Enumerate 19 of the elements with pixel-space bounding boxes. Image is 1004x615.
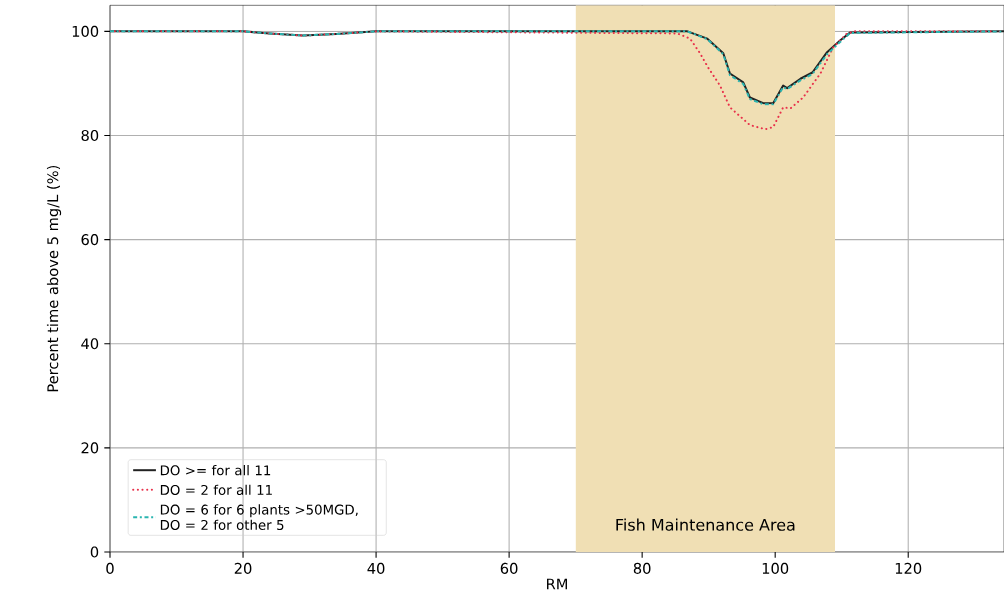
y-tick-label: 40	[81, 338, 99, 350]
x-tick-label: 80	[633, 563, 651, 575]
x-axis-title: RM	[547, 578, 567, 590]
band-label: Fish Maintenance Area	[616, 518, 795, 532]
y-tick-label: 20	[81, 442, 99, 454]
legend-label: DO = 2 for all 11	[160, 484, 272, 496]
x-tick-label: 100	[762, 563, 789, 575]
x-tick-label: 60	[500, 563, 518, 575]
y-axis-title: Percent time above 5 mg/L (%)	[46, 166, 62, 392]
x-tick-label: 20	[234, 563, 252, 575]
x-tick-label: 120	[895, 563, 922, 575]
y-tick-label: 60	[81, 234, 99, 246]
x-tick-label: 0	[106, 563, 114, 575]
y-tick-label: 100	[72, 26, 99, 38]
y-tick-label: 80	[81, 130, 99, 142]
x-tick-label: 40	[367, 563, 385, 575]
legend-label: DO = 6 for 6 plants >50MGD, DO = 2 for other 5	[160, 504, 358, 531]
y-tick-label: 0	[90, 546, 99, 558]
legend-label: DO >= for all 11	[160, 465, 271, 476]
